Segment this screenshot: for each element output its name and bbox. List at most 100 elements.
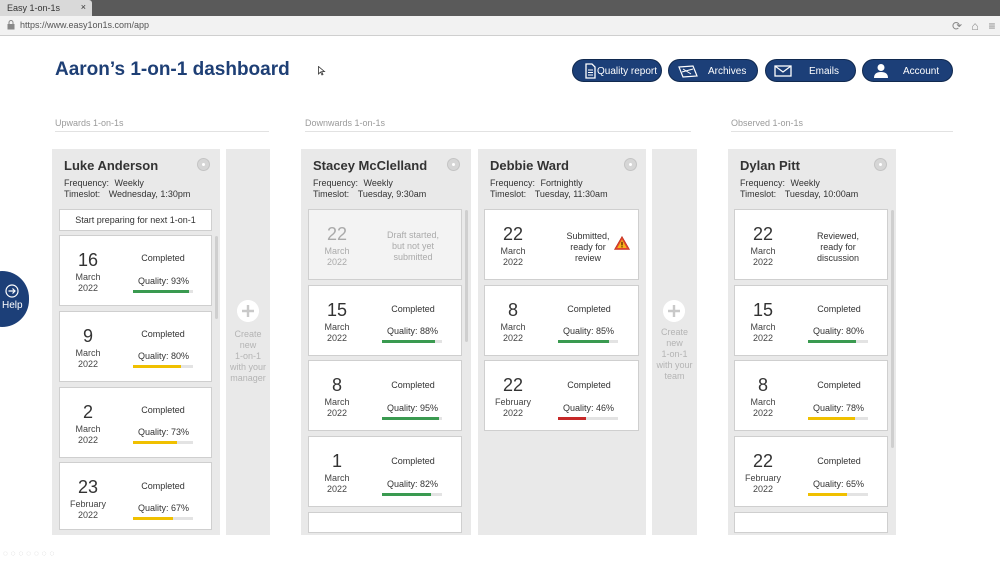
card-quality: Quality: 85%: [563, 326, 615, 336]
quality-bar-fill: [133, 365, 181, 368]
card-quality: Quality: 80%: [813, 326, 865, 336]
card-day: 16: [77, 250, 99, 270]
person-name[interactable]: Luke Anderson: [64, 158, 159, 173]
meeting-card-partial[interactable]: [734, 512, 888, 533]
address-bar[interactable]: https://www.easy1on1s.com/app ⟳ ⌂ ≡: [0, 16, 1000, 36]
person-frequency: Frequency: Weekly: [64, 178, 144, 189]
card-day: 22: [326, 224, 348, 244]
card-year: 2022: [752, 484, 774, 494]
card-year: 2022: [502, 257, 524, 267]
card-year: 2022: [77, 435, 99, 445]
card-status: Completed: [141, 329, 185, 339]
meeting-card[interactable]: 8 March 2022 Completed Quality: 95%: [308, 360, 462, 431]
card-year: 2022: [502, 333, 524, 343]
meeting-card[interactable]: 8 March 2022 Completed Quality: 85%: [484, 285, 639, 356]
card-day: 1: [331, 451, 342, 471]
card-day: 22: [752, 224, 774, 244]
person-name[interactable]: Stacey McClelland: [313, 158, 428, 173]
account-button[interactable]: Account: [862, 59, 953, 82]
reload-icon[interactable]: ⟳: [951, 19, 963, 33]
timeslot-value: Wednesday, 1:30pm: [108, 189, 191, 199]
meeting-card[interactable]: 23 February 2022 Completed Quality: 67%: [59, 462, 212, 530]
arrow-right-circle-icon: [5, 284, 19, 298]
emails-button[interactable]: Emails: [765, 59, 856, 82]
plus-icon: [663, 300, 685, 322]
url-text[interactable]: https://www.easy1on1s.com/app: [20, 20, 150, 30]
quality-report-button[interactable]: Quality report: [572, 59, 662, 82]
card-status: Completed: [817, 304, 861, 314]
meeting-card[interactable]: 15 March 2022 Completed Quality: 88%: [308, 285, 462, 356]
meeting-card[interactable]: 2 March 2022 Completed Quality: 73%: [59, 387, 212, 458]
meeting-card-reviewed[interactable]: 22 March 2022 Reviewed, ready for discus…: [734, 209, 888, 280]
help-button[interactable]: [0, 271, 29, 327]
person-timeslot: Timeslot: Tuesday, 9:30am: [313, 189, 426, 200]
timeslot-label: Timeslot:: [64, 189, 101, 199]
person-name[interactable]: Debbie Ward: [490, 158, 569, 173]
card-day: 2: [82, 402, 93, 422]
card-year: 2022: [77, 283, 99, 293]
meeting-card-partial[interactable]: [308, 512, 462, 533]
card-quality: Quality: 88%: [387, 326, 439, 336]
quality-bar-fill: [382, 493, 432, 496]
options-icon[interactable]: [874, 158, 887, 171]
browser-tab[interactable]: Easy 1-on-1s ×: [0, 0, 92, 16]
card-quality: Quality: 82%: [387, 479, 439, 489]
scrollbar[interactable]: [891, 210, 894, 448]
card-month: February: [744, 473, 781, 483]
card-month: March: [750, 322, 776, 332]
options-icon[interactable]: [624, 158, 637, 171]
mouse-cursor-icon: [318, 66, 326, 76]
meeting-card[interactable]: 1 March 2022 Completed Quality: 82%: [308, 436, 462, 507]
timeslot-label: Timeslot:: [313, 189, 350, 199]
tab-close-icon[interactable]: ×: [80, 2, 86, 12]
quality-bar: [133, 365, 193, 368]
meeting-card[interactable]: 16 March 2022 Completed Quality: 93%: [59, 235, 212, 306]
options-icon[interactable]: [447, 158, 460, 171]
meeting-card-submitted[interactable]: 22 March 2022 Submitted, ready for revie…: [484, 209, 639, 280]
card-day: 22: [502, 375, 524, 395]
menu-icon[interactable]: ≡: [988, 19, 996, 33]
options-icon[interactable]: [197, 158, 210, 171]
frequency-label: Frequency:: [490, 178, 536, 188]
meeting-card[interactable]: 22 February 2022 Completed Quality: 65%: [734, 436, 888, 507]
card-quality: Quality: 78%: [813, 403, 865, 413]
upwards-divider: [55, 131, 269, 132]
scrollbar[interactable]: [215, 236, 218, 319]
card-day: 9: [82, 326, 93, 346]
timeslot-value: Tuesday, 9:30am: [357, 189, 427, 199]
person-name[interactable]: Dylan Pitt: [740, 158, 800, 173]
meeting-card[interactable]: 22 February 2022 Completed Quality: 46%: [484, 360, 639, 431]
quality-bar-fill: [808, 493, 847, 496]
timeslot-label: Timeslot:: [490, 189, 527, 199]
person-frequency: Frequency: Weekly: [313, 178, 393, 189]
emails-label: Emails: [809, 66, 840, 77]
meeting-card[interactable]: 9 March 2022 Completed Quality: 80%: [59, 311, 212, 382]
card-month: March: [750, 246, 776, 256]
user-icon: [874, 64, 888, 78]
card-status: Completed: [817, 456, 861, 466]
card-status: Completed: [391, 380, 435, 390]
card-status: Submitted, ready for review: [566, 231, 610, 263]
browser-tab-title: Easy 1-on-1s: [7, 3, 61, 13]
card-month: March: [500, 246, 526, 256]
card-day: 15: [752, 300, 774, 320]
start-preparing-button[interactable]: Start preparing for next 1-on-1: [59, 209, 212, 231]
card-day: 15: [326, 300, 348, 320]
archive-icon: [678, 65, 698, 78]
card-day: 8: [331, 375, 342, 395]
create-with-manager-button[interactable]: Create new 1-on-1 with your manager: [226, 149, 270, 535]
player-controls[interactable]: ◌◌◌◌◌◌◌: [3, 549, 58, 558]
quality-bar: [133, 517, 193, 520]
meeting-card-draft[interactable]: 22 March 2022 Draft started, but not yet…: [308, 209, 462, 280]
card-status: Completed: [141, 405, 185, 415]
meeting-card[interactable]: 15 March 2022 Completed Quality: 80%: [734, 285, 888, 356]
scrollbar[interactable]: [465, 210, 468, 342]
create-with-team-button[interactable]: Create new 1-on-1 with your team: [652, 149, 697, 535]
archives-label: Archives: [708, 66, 747, 77]
meeting-card[interactable]: 8 March 2022 Completed Quality: 78%: [734, 360, 888, 431]
downwards-divider: [305, 131, 691, 132]
home-icon[interactable]: ⌂: [971, 19, 979, 33]
card-day: 23: [77, 477, 99, 497]
quality-bar: [558, 340, 618, 343]
archives-button[interactable]: Archives: [668, 59, 758, 82]
